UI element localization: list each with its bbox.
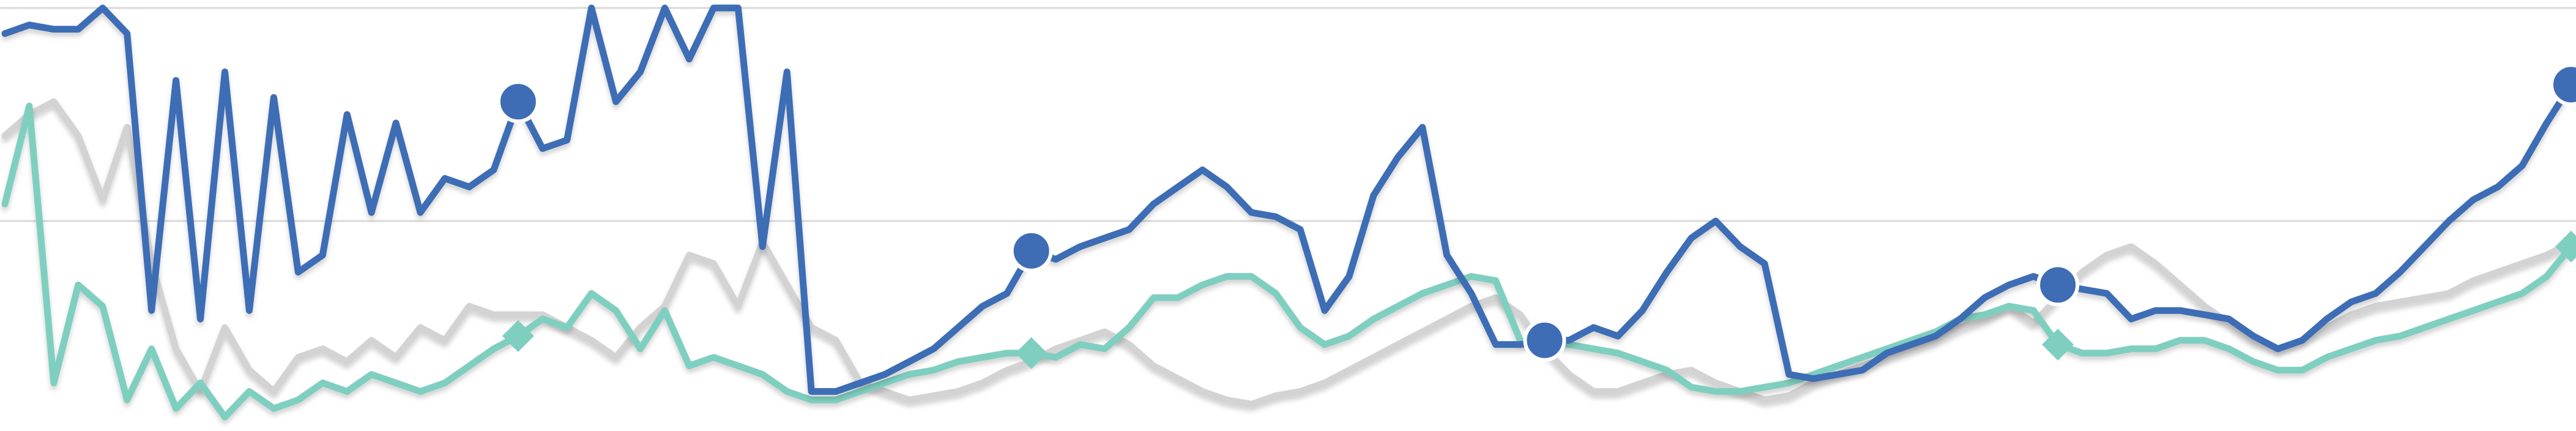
point-marker <box>2042 328 2074 361</box>
point-marker <box>1010 229 1053 272</box>
point-marker <box>2036 263 2080 307</box>
series-line <box>1 102 2575 421</box>
series-line <box>1 98 2575 408</box>
point-marker <box>502 320 534 352</box>
point-marker <box>1015 337 1048 369</box>
point-marker <box>2555 230 2576 263</box>
series-line <box>1 4 2575 395</box>
point-marker <box>1523 318 1566 362</box>
point-marker <box>2550 63 2576 107</box>
point-marker <box>496 80 540 124</box>
